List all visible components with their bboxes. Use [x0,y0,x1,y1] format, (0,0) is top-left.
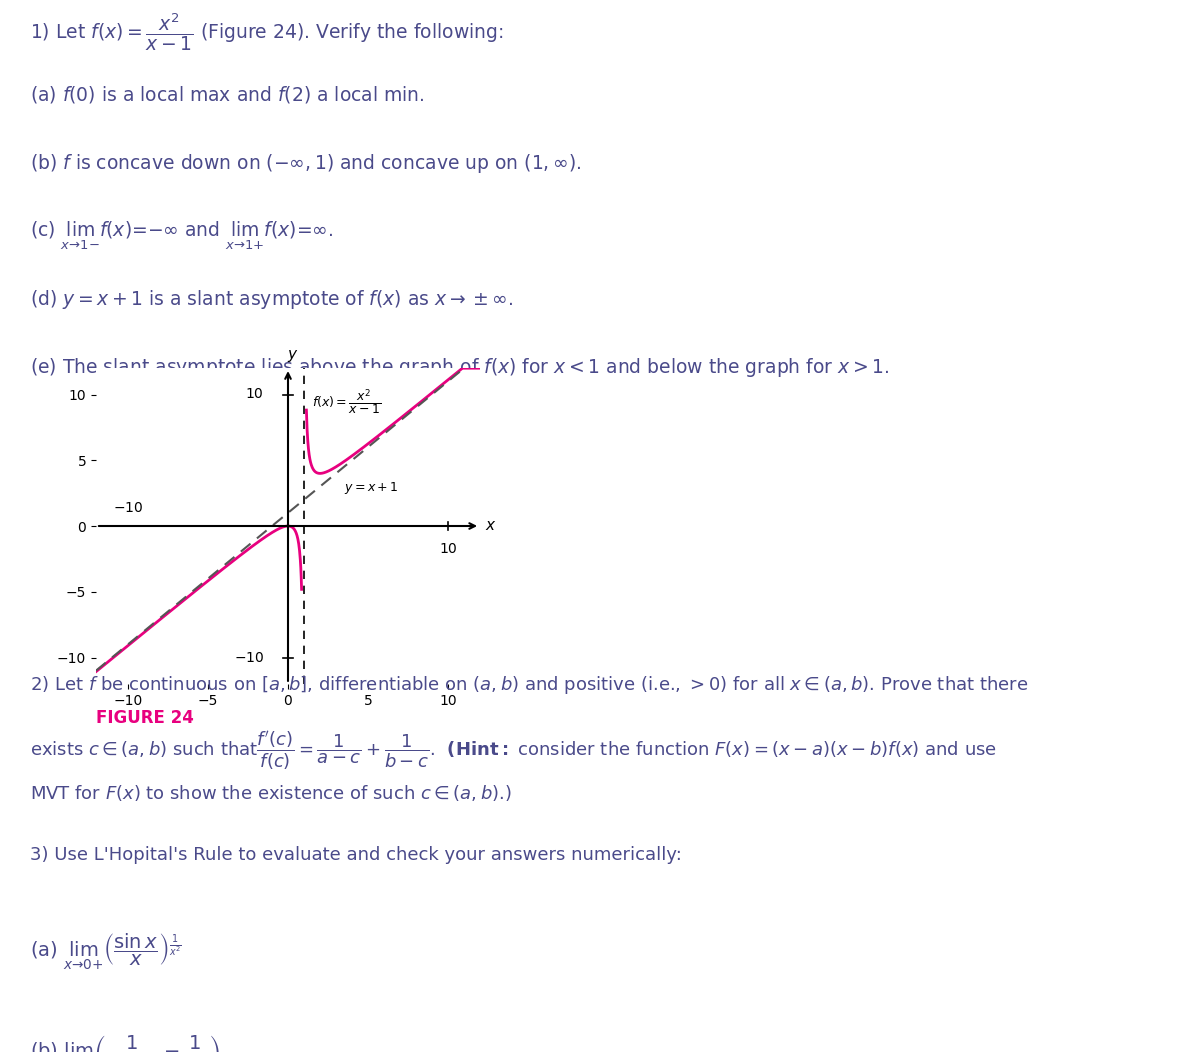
Text: (b) $f$ is concave down on $(-\infty, 1)$ and concave up on $(1, \infty)$.: (b) $f$ is concave down on $(-\infty, 1)… [30,151,581,175]
Text: (e) The slant asymptote lies above the graph of $f(x)$ for $x < 1$ and below the: (e) The slant asymptote lies above the g… [30,356,889,379]
Text: $-10$: $-10$ [113,502,143,515]
Text: (c) $\lim_{x \to 1-} f(x) = -\infty$ and $\lim_{x \to 1+} f(x) = \infty$.: (c) $\lim_{x \to 1-} f(x) = -\infty$ and… [30,220,334,252]
Text: $f(x)=\dfrac{x^2}{x-1}$: $f(x)=\dfrac{x^2}{x-1}$ [312,388,382,418]
Text: $y$: $y$ [287,348,299,364]
Text: (a) $\lim_{x \to 0+} \left(\dfrac{\sin x}{x}\right)^{\frac{1}{x^2}}$: (a) $\lim_{x \to 0+} \left(\dfrac{\sin x… [30,931,181,972]
Text: exists $c \in (a, b)$ such that$\dfrac{f'(c)}{f(c)} = \dfrac{1}{a-c} + \dfrac{1}: exists $c \in (a, b)$ such that$\dfrac{f… [30,729,997,771]
Text: $x$: $x$ [485,519,497,533]
Text: (b) $\lim_{x \to 0} \left(\dfrac{1}{\sin^2 x} - \dfrac{1}{x^2}\right)$: (b) $\lim_{x \to 0} \left(\dfrac{1}{\sin… [30,1033,220,1052]
Text: FIGURE 24: FIGURE 24 [96,709,194,727]
Text: $10$: $10$ [245,387,264,402]
Text: 2) Let $f$ be continuous on $[a, b]$, differentiable on $(a, b)$ and positive (i: 2) Let $f$ be continuous on $[a, b]$, di… [30,674,1028,696]
Text: $10$: $10$ [439,542,457,555]
Text: (a) $f(0)$ is a local max and $f(2)$ a local min.: (a) $f(0)$ is a local max and $f(2)$ a l… [30,84,425,105]
Text: MVT for $F(x)$ to show the existence of such $c \in (a, b)$.): MVT for $F(x)$ to show the existence of … [30,784,512,804]
Text: (d) $y = x + 1$ is a slant asymptote of $f(x)$ as $x \to \pm\infty$.: (d) $y = x + 1$ is a slant asymptote of … [30,288,514,310]
Text: $y=x+1$: $y=x+1$ [344,480,398,495]
Text: $-10$: $-10$ [234,650,264,665]
Text: 3) Use L'Hopital's Rule to evaluate and check your answers numerically:: 3) Use L'Hopital's Rule to evaluate and … [30,846,682,864]
Text: 1) Let $f(x) = \dfrac{x^2}{x-1}$ (Figure 24). Verify the following:: 1) Let $f(x) = \dfrac{x^2}{x-1}$ (Figure… [30,12,504,54]
